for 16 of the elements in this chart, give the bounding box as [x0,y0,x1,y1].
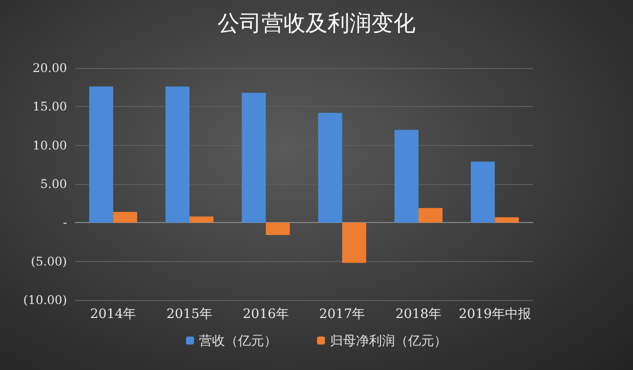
y-tick-label: (10.00) [23,293,67,307]
y-tick-label: 20.00 [32,61,67,75]
legend-label: 归母净利润（亿元） [330,333,447,348]
y-tick-label: (5.00) [30,254,67,268]
x-tick-label: 2016年 [242,307,289,322]
x-tick-label: 2018年 [395,307,442,322]
x-tick-label: 2019年中报 [458,307,531,322]
y-tick-label: 5.00 [40,177,67,191]
legend-label: 营收（亿元） [199,333,277,348]
x-tick-label: 2014年 [90,307,136,322]
y-tick-label: - [62,216,67,230]
x-tick-label: 2017年 [319,307,366,322]
x-tick-label: 2015年 [166,307,213,322]
y-tick-label: 15.00 [32,100,67,114]
chart-title: 公司营收及利润变化 [218,12,416,36]
y-tick-label: 10.00 [32,138,67,152]
